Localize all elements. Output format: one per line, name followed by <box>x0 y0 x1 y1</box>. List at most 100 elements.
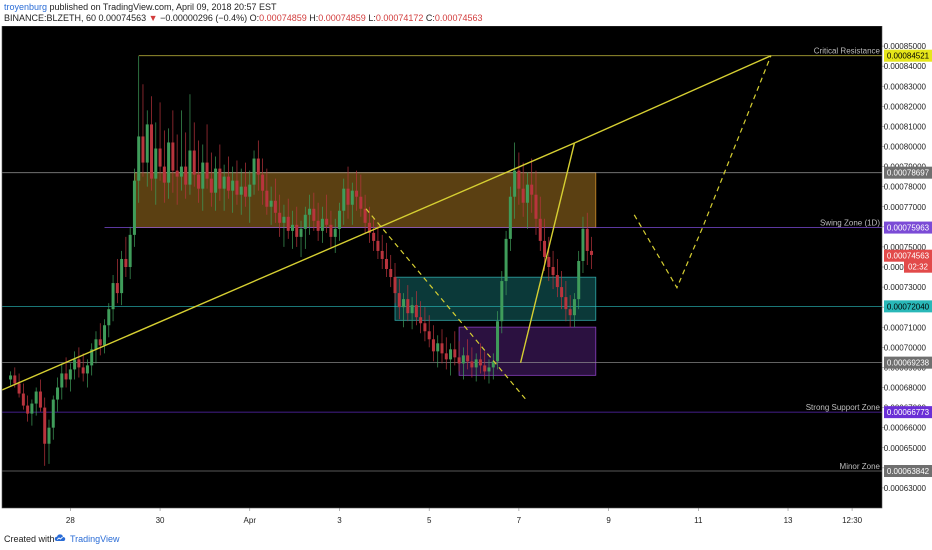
candle-body <box>98 339 102 346</box>
candle-body <box>30 403 34 414</box>
candle-body <box>337 210 341 229</box>
candle-body <box>17 383 21 394</box>
tradingview-brand[interactable]: TradingView <box>70 534 120 544</box>
x-tick-label: 28 <box>66 516 75 525</box>
high-value: 0.00074859 <box>318 13 366 23</box>
candle-body <box>478 359 482 366</box>
plot-border <box>1 26 883 509</box>
y-tick-label: 0.00078000 <box>884 183 927 192</box>
y-tick-label: 0.00075000 <box>884 243 927 252</box>
candle-body <box>34 391 38 404</box>
candle-body <box>290 224 294 231</box>
candle-body <box>440 343 444 354</box>
candle-body <box>355 190 359 197</box>
dashed-fall <box>365 208 528 402</box>
x-tick-label: 30 <box>156 516 165 525</box>
candle-body <box>543 240 547 257</box>
chart-footer: Created with TradingView <box>0 526 932 550</box>
candle-body <box>560 287 564 298</box>
candle-body <box>85 365 89 374</box>
candle-body <box>590 250 594 255</box>
publish-line: troyenburg published on TradingView.com,… <box>4 2 277 12</box>
low-value: 0.00074172 <box>375 13 424 23</box>
close-value: 0.00074563 <box>434 13 483 23</box>
price-tag-label: 0.00078697 <box>887 169 930 178</box>
symbol-label: BINANCE:BLZETH, 60 <box>4 13 97 23</box>
y-tick-label: 0.00077000 <box>884 203 927 212</box>
candle-body <box>308 208 312 215</box>
candle-body <box>500 281 504 322</box>
candle-body <box>470 361 474 368</box>
candle-body <box>444 353 448 360</box>
level-label: Swing Zone (1D) <box>820 219 880 228</box>
chart-header: troyenburg published on TradingView.com,… <box>0 0 932 26</box>
ohlc-line: BINANCE:BLZETH, 60 0.00074563 ▼ −0.00000… <box>4 13 482 23</box>
candle-body <box>167 142 171 183</box>
candle-body <box>316 220 320 231</box>
close-label: C: <box>425 13 435 23</box>
candle-body <box>56 387 60 400</box>
candle-body <box>483 365 487 372</box>
candle-body <box>243 186 247 197</box>
x-tick-label: 11 <box>694 516 703 525</box>
dashed-forecast <box>633 55 772 289</box>
candle-body <box>21 393 25 406</box>
price-tag <box>884 300 932 313</box>
candle-body <box>389 269 393 278</box>
low-label: L: <box>368 13 376 23</box>
candle-body <box>372 232 376 241</box>
candle-body <box>384 258 388 270</box>
x-tick-label: 9 <box>606 516 611 525</box>
price-tag <box>884 221 932 234</box>
candle-body <box>530 184 534 195</box>
candle-body <box>320 218 324 231</box>
candle-body <box>419 317 423 324</box>
countdown-label: 02:32 <box>908 263 929 272</box>
author-link[interactable]: troyenburg <box>4 2 48 12</box>
candle-body <box>154 148 158 179</box>
candle-body <box>115 283 119 294</box>
y-tick-label: 0.00080000 <box>884 143 927 152</box>
y-tick-label: 0.00082000 <box>884 102 927 111</box>
candle-body <box>577 260 581 300</box>
price-tag-label: 0.00084521 <box>887 52 930 61</box>
candle-body <box>256 158 260 175</box>
candle-body <box>184 166 188 185</box>
x-tick-label: 7 <box>517 516 522 525</box>
created-with-text: Created with <box>4 534 55 544</box>
candle-body <box>329 224 333 237</box>
candle-body <box>376 240 380 251</box>
price-tag-label: 0.00072040 <box>887 302 930 311</box>
candle-body <box>303 214 307 229</box>
down-arrow-icon: ▼ <box>148 13 158 23</box>
candle-body <box>564 297 568 310</box>
candle-body <box>299 228 303 237</box>
y-tick-label: 0.00083000 <box>884 82 927 91</box>
y-tick-label: 0.00085000 <box>884 42 927 51</box>
candle-body <box>47 427 51 444</box>
candle-body <box>282 216 286 223</box>
candle-body <box>410 305 414 314</box>
candle-body <box>162 166 166 183</box>
candle-body <box>278 212 282 223</box>
change-value: −0.00000296 (−0.4%) <box>160 13 248 23</box>
price-chart[interactable]: Critical Resistance Swing Zone (1D) Strong… <box>0 26 932 526</box>
y-tick-label: 0.00068000 <box>884 384 927 393</box>
level-label: Strong Support Zone <box>806 403 881 412</box>
candle-body <box>461 355 465 364</box>
candle-body <box>90 349 94 366</box>
candle-body <box>145 124 149 163</box>
candle-body <box>367 222 371 233</box>
candle-body <box>205 162 209 179</box>
candle-body <box>77 359 81 368</box>
candle-body <box>496 321 500 362</box>
candle-body <box>158 148 162 167</box>
candle-body <box>60 373 64 388</box>
candle-body <box>286 216 290 231</box>
candle-body <box>423 323 427 332</box>
candle-body <box>547 256 551 267</box>
rise-trendline <box>519 142 576 363</box>
candle-body <box>350 190 354 205</box>
candle-body <box>103 325 107 346</box>
candle-body <box>555 275 559 288</box>
